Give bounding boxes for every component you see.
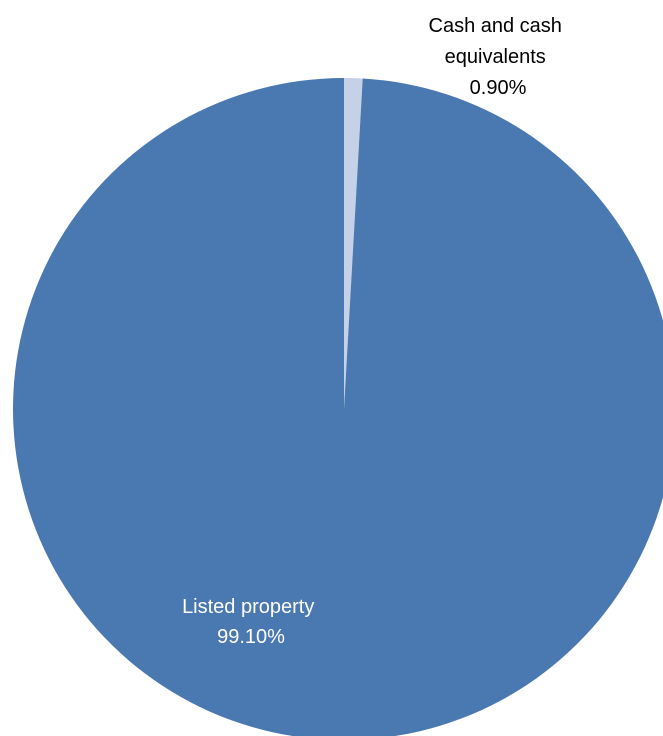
- slice-label-cash-line-1: Cash and cash: [429, 15, 562, 37]
- slice-label-listed-property-line-1: Listed property: [182, 596, 314, 618]
- slice-value-listed-property: 99.10%: [217, 626, 285, 648]
- slice-label-cash-line-2: equivalents: [445, 46, 546, 68]
- pie-slices: [13, 78, 663, 736]
- pie-slice-listed-property: [13, 78, 663, 736]
- slice-label-listed-property: Listed property 99.10%: [182, 596, 320, 648]
- slice-value-cash: 0.90%: [470, 77, 527, 99]
- slice-label-cash: Cash and cash equivalents 0.90%: [429, 15, 568, 99]
- pie-slice-cash: [344, 78, 363, 409]
